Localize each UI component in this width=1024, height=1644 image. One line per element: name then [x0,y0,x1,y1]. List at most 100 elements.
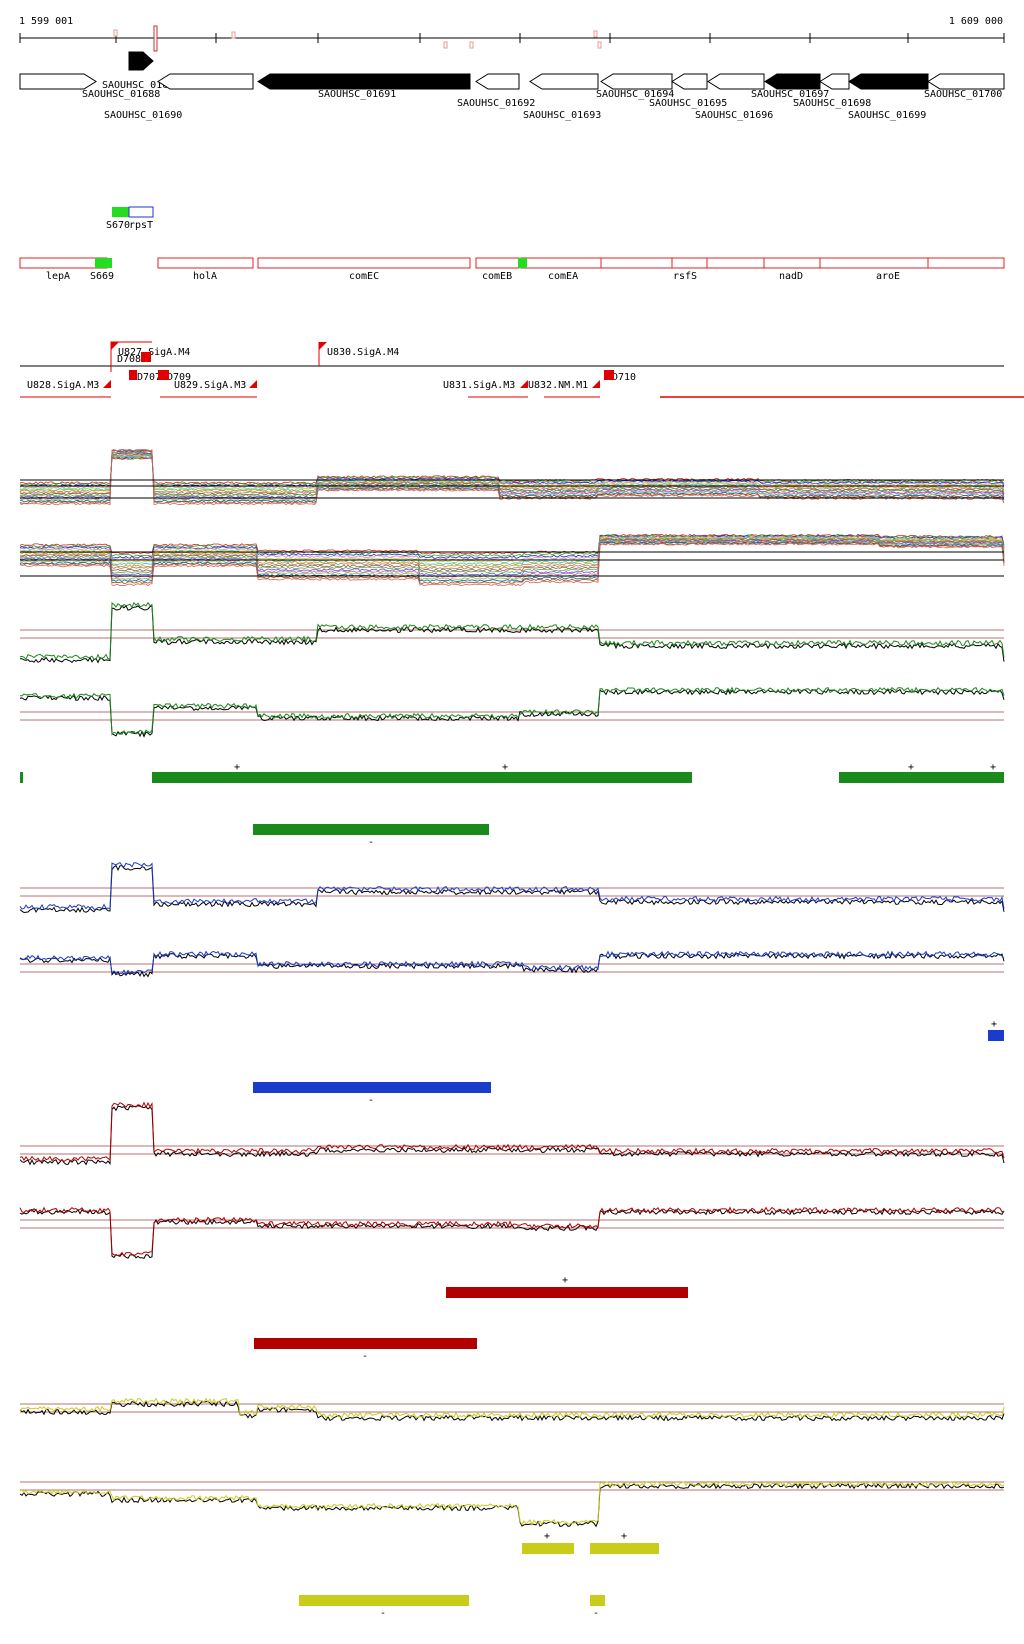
annotation-box [671,257,708,269]
segment-bar [253,1082,491,1093]
gene-saouhsc_01693[interactable]: SAOUHSC_01693 [523,73,601,121]
minus-strand-line [19,952,1005,978]
condition-line [19,456,1005,486]
gene-label: SAOUHSC_01695 [649,98,727,109]
gene-arrow [671,73,708,90]
promoter-reverse-head [520,380,528,388]
condition-line [19,453,1005,493]
gene-label: SAOUHSC_01694 [596,89,674,100]
gene-label: SAOUHSC_01691 [318,89,396,100]
promoter-label: U829.SigA.M3 [174,380,246,391]
coordinate-axis: 1 599 001 1 609 000 [19,16,1005,52]
axis-end-label: 1 609 000 [949,16,1003,27]
promoter-block [158,370,169,380]
plus-strand-line [19,601,1005,661]
annotation-box [819,257,929,269]
condition-line [19,541,1005,582]
gene-label: SAOUHSC_01700 [924,89,1002,100]
segment-bar [839,772,1004,783]
gene-saouhsc_01689[interactable]: SAOUHSC_01689 [102,51,180,91]
gene-saouhsc_01695[interactable]: SAOUHSC_01695 [649,73,727,109]
axis-marker [597,41,602,49]
promoter-block [604,370,614,380]
promoter-label: D709 [167,372,191,383]
gene-saouhsc_01696[interactable]: SAOUHSC_01696 [695,73,773,121]
plus-strand-line [19,1101,1005,1163]
minus-strand-line [19,1208,1005,1260]
plus-strand-line [19,861,1005,910]
gene-saouhsc_01694[interactable]: SAOUHSC_01694 [596,73,674,100]
expression-track-3 [19,1101,1005,1260]
gene-saouhsc_01691[interactable]: SAOUHSC_01691 [257,73,471,100]
condition-line [19,454,1005,492]
annotation-box [19,257,108,269]
promoter-label: U828.SigA.M3 [27,380,99,391]
segment-bars: + + + + - + - + - + + - - [20,762,1004,1619]
gene-label: SAOUHSC_01688 [82,89,160,100]
promoter-block [141,352,151,362]
minus-strand-line [19,688,1005,738]
gene-label: SAOUHSC_01697 [751,89,829,100]
promoter-label: U832.NM.M1 [528,380,588,391]
segment-bar [522,1543,574,1554]
annotation-lepa: lepA [46,271,70,282]
segment-bar [446,1287,688,1298]
gene-saouhsc_01692[interactable]: SAOUHSC_01692 [457,73,535,109]
axis-marker [469,41,474,49]
minus-mark: - [593,1608,599,1619]
minus-strand-line [19,950,1005,976]
segment-bar [20,772,23,783]
annotation-green-box [518,258,527,268]
plus-mark: + [502,762,508,773]
plus-strand-line [19,864,1005,914]
condition-line [19,539,1005,574]
gene-arrow [529,73,599,90]
promoter-reverse-head [103,380,111,388]
plus-strand-line [19,1105,1005,1166]
minus-strand-line [19,1206,1005,1257]
promoter-label: U830.SigA.M4 [327,347,399,358]
gene-arrow [764,73,821,90]
annotation-comec: comEC [349,271,379,282]
upper-feature-row: S670 rpsT [106,206,154,231]
gene-saouhsc_01690[interactable]: SAOUHSC_01690 [104,73,254,121]
feature-rpst[interactable] [128,206,154,218]
annotation-aroe: aroE [876,271,900,282]
condition-line [19,534,1005,557]
gene-arrow [257,73,471,90]
feature-rpst-label: rpsT [129,220,153,231]
axis-marker [443,41,448,49]
promoter-label: D710 [612,372,636,383]
plus-mark: + [990,762,996,773]
axis-start-label: 1 599 001 [19,16,73,27]
gene-label: SAOUHSC_01690 [104,110,182,121]
segment-bar [988,1030,1004,1041]
plus-mark: + [234,762,240,773]
gene-arrow [19,73,97,90]
segment-bar [152,772,692,783]
feature-s670[interactable] [112,207,129,217]
minus-mark: - [368,1095,374,1106]
axis-marker [113,29,118,37]
condition-line [19,450,1005,500]
multi-condition-expression [19,448,1005,587]
expression-track-2 [19,861,1005,978]
plus-strand-line [19,1397,1005,1419]
annotation-box [157,257,254,269]
feature-s670-label: S670 [106,220,130,231]
minus-mark: - [380,1608,386,1619]
gene-saouhsc_01700[interactable]: SAOUHSC_01700 [924,73,1005,100]
gene-saouhsc_01688[interactable]: SAOUHSC_01688 [19,73,160,100]
minus-strand-line [19,1480,1005,1526]
condition-line [19,539,1005,576]
gene-arrow [600,73,673,90]
segment-bar [590,1595,605,1606]
condition-line [19,542,1005,587]
plus-strand-line [19,604,1005,664]
plus-mark: + [562,1275,568,1286]
segment-bar [253,824,489,835]
annotation-comeb: comEB [482,271,512,282]
promoter-label: D708 [117,354,141,365]
condition-line [19,456,1005,488]
